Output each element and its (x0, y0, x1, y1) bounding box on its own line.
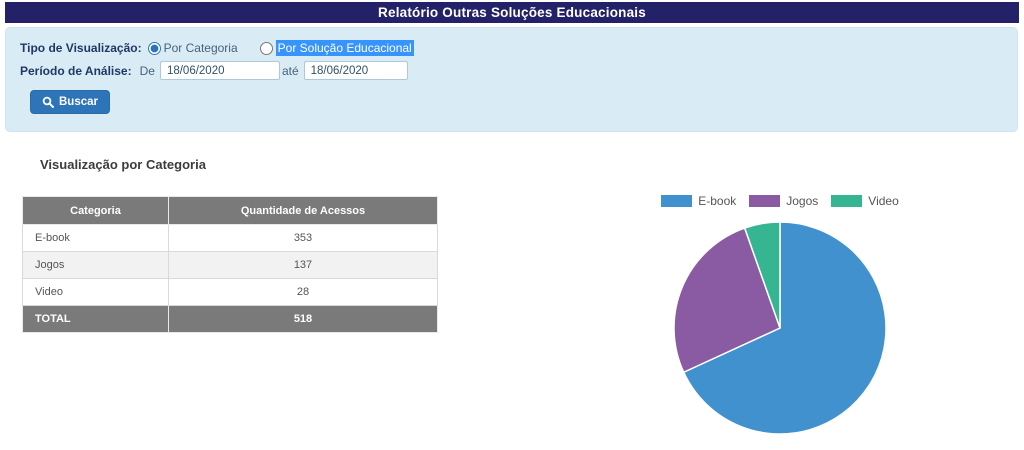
category-cell: Video (22, 278, 169, 306)
pie-slice-e-book[interactable] (682, 221, 887, 435)
legend-item-ebook[interactable]: E-book (661, 194, 736, 208)
date-from-input[interactable] (159, 61, 280, 80)
video-swatch-icon (831, 195, 863, 207)
search-button[interactable]: Buscar (30, 90, 110, 114)
pie-slice-video[interactable] (743, 221, 781, 329)
table-total-row: TOTAL 518 (22, 305, 438, 333)
count-cell: 137 (168, 251, 438, 279)
table-row: Jogos 137 (22, 251, 438, 279)
radio-option-por-categoria[interactable]: Por Categoria (147, 41, 238, 55)
date-from-label: De (139, 63, 155, 78)
por-solucao-radio[interactable] (259, 41, 273, 55)
search-icon (42, 96, 54, 108)
page-title: Relatório Outras Soluções Educacionais (5, 2, 1019, 23)
legend-label: E-book (698, 194, 737, 208)
column-header-quantidade: Quantidade de Acessos (168, 196, 438, 225)
pie-chart (673, 221, 887, 435)
table-row: Video 28 (22, 278, 438, 306)
category-cell: Jogos (22, 251, 169, 279)
visualization-type-row: Tipo de Visualização: Por Categoria Por … (20, 40, 414, 56)
radio-option-por-solucao[interactable]: Por Solução Educacional (259, 40, 414, 56)
legend-label: Jogos (786, 194, 819, 208)
period-label: Período de Análise: (20, 63, 132, 78)
pie-slice-jogos[interactable] (673, 227, 781, 374)
total-label-cell: TOTAL (22, 305, 169, 333)
period-row: Período de Análise: De até (20, 61, 408, 80)
category-access-table: Categoria Quantidade de Acessos E-book 3… (22, 196, 438, 333)
table-header-row: Categoria Quantidade de Acessos (22, 196, 438, 225)
date-to-label: até (281, 63, 299, 78)
column-header-categoria: Categoria (22, 196, 169, 225)
chart-legend: E-book Jogos Video (630, 194, 930, 208)
por-categoria-radio[interactable] (147, 41, 161, 55)
filter-panel: Tipo de Visualização: Por Categoria Por … (5, 27, 1018, 132)
pie-chart-area: E-book Jogos Video (630, 194, 930, 436)
legend-item-jogos[interactable]: Jogos (749, 194, 818, 208)
visualization-type-label: Tipo de Visualização: (20, 41, 142, 55)
legend-item-video[interactable]: Video (831, 194, 899, 208)
category-cell: E-book (22, 224, 169, 252)
count-cell: 353 (168, 224, 438, 252)
section-title: Visualização por Categoria (40, 157, 206, 172)
date-to-input[interactable] (303, 61, 408, 80)
count-cell: 28 (168, 278, 438, 306)
por-categoria-label: Por Categoria (163, 41, 238, 55)
ebook-swatch-icon (661, 195, 693, 207)
jogos-swatch-icon (749, 195, 781, 207)
total-value-cell: 518 (168, 305, 438, 333)
search-button-label: Buscar (59, 96, 98, 108)
table-row: E-book 353 (22, 224, 438, 252)
legend-label: Video (868, 194, 899, 208)
por-solucao-label: Por Solução Educacional (275, 40, 414, 56)
